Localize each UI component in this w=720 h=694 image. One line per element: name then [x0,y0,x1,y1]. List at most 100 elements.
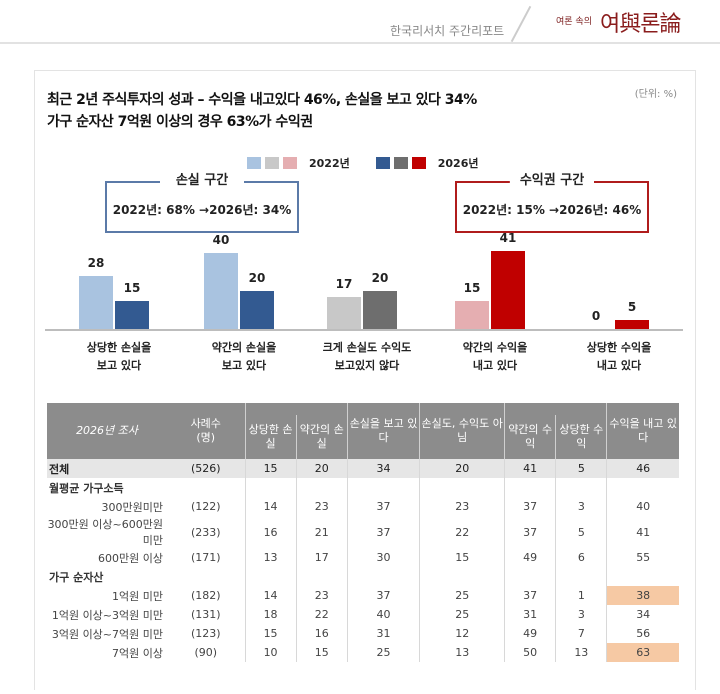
cell-value: 40 [606,497,679,516]
row-label: 1억원 이상~3억원 미만 [51,608,163,622]
category-label: 크게 손실도 수익도 보고있지 않다 [322,341,412,372]
bar-2022 [327,296,361,329]
row-label: 300만원 이상~600만원 미만 [47,518,163,547]
bar-group: 17 20 [327,239,427,329]
category-label: 상당한 수익을 내고 있다 [586,341,652,372]
cell-value [606,567,679,586]
bar-2026 [115,300,149,329]
row-label: 7억원 이상 [112,646,163,660]
row-label: 3억원 이상~7억원 미만 [51,627,163,641]
bar-2022 [79,275,113,329]
report-name: 한국리서치 주간리포트 [390,24,505,38]
cell-value: 16 [244,516,297,548]
col-header-5: 상당한 수익 [555,415,607,459]
cell-value: 15 [244,459,297,478]
cell-value: 46 [606,459,679,478]
legend-swatch-2026-gray [393,157,408,169]
cell-value: 37 [346,497,420,516]
cell-value [555,478,607,497]
cell-value [419,478,505,497]
report-header: 한국리서치 주간리포트 여론 속의 여與론論 [0,0,720,44]
row-count: (131) [190,608,221,621]
bar-value-label: 0 [591,309,601,323]
bar-2026 [240,291,274,329]
row-count: (526) [167,459,245,478]
row-label: 월평균 가구소득 [49,481,124,495]
title-line-2: 가구 순자산 7억원 이상의 경우 63%가 수익권 [47,114,313,130]
table-row: 7억원 이상 (90) 10 15 25 13 50 13 63 [47,643,679,662]
cell-value [504,478,556,497]
cell-value [606,478,679,497]
cell-value [295,567,348,586]
cell-value: 21 [295,516,348,548]
row-label: 가구 순자산 [49,570,104,584]
bar-2022 [455,300,489,329]
chart-legend: 2022년 2026년 [247,155,505,171]
cell-value [244,478,297,497]
cell-value: 3 [555,497,607,516]
cell-value: 40 [346,605,420,624]
cell-value: 37 [346,516,420,548]
table-row: 1억원 미만 (182) 14 23 37 25 37 1 38 [47,586,679,605]
table-row: 3억원 이상~7억원 미만 (123) 15 16 31 12 49 7 56 [47,624,679,643]
category-label: 약간의 수익을 내고 있다 [462,341,528,372]
cell-value: 25 [419,605,505,624]
cell-value: 13 [555,643,607,662]
gain-zone-text: 2022년: 15% →2026년: 46% [462,203,642,217]
bar-2026 [615,319,649,329]
cell-value: 22 [295,605,348,624]
row-count: (171) [190,551,221,564]
bar-value-label: 40 [212,233,230,247]
bar-group: 15 41 [455,231,555,329]
row-count: (123) [190,627,221,640]
legend-swatch-2026-blue [375,157,390,169]
cell-value: 3 [555,605,607,624]
legend-swatch-2022-gray [265,157,279,169]
cell-value: 31 [346,624,420,643]
cell-value [419,567,505,586]
cell-value: 50 [504,643,556,662]
cell-value: 34 [606,605,679,624]
bar-group: 28 15 [79,239,179,329]
cell-value: 25 [419,586,505,605]
chart-baseline [45,329,683,331]
cell-value: 41 [504,459,556,478]
row-count [167,567,245,586]
cell-value: 5 [555,459,607,478]
col-header-1: 약간의 손실 [295,415,348,459]
cell-value: 38 [606,586,679,605]
cell-value: 6 [555,548,607,567]
cell-value: 15 [244,624,297,643]
bar-value-label: 41 [499,231,517,246]
cell-value: 63 [606,643,679,662]
cell-value: 37 [504,586,556,605]
cell-value: 37 [504,516,556,548]
table-row: 300만원 이상~600만원 미만 (233) 16 21 37 22 37 5 41 [47,516,679,548]
cell-value [295,478,348,497]
col-header-4: 약간의 수익 [504,415,556,459]
bar-value-label: 20 [248,271,266,285]
cell-value: 55 [606,548,679,567]
cell-value: 5 [555,516,607,548]
bar-group: 40 20 [204,233,304,329]
cell-value: 37 [504,497,556,516]
cell-value [346,478,420,497]
cell-value: 10 [244,643,297,662]
cell-value: 30 [346,548,420,567]
bar-value-label: 15 [123,280,141,295]
bar-value-label: 20 [371,271,389,285]
gain-zone-title: 수익권 구간 [509,169,595,188]
cell-value: 41 [606,516,679,548]
bar-2026 [491,251,525,329]
cell-value: 49 [504,624,556,643]
col-header-3: 손실도, 수익도 아님 [419,403,505,459]
table-row: 600만원 이상 (171) 13 17 30 15 49 6 55 [47,548,679,567]
cell-value: 18 [244,605,297,624]
bar-value-label: 28 [87,255,105,270]
table-n-header: 사례수 (명) [167,403,245,459]
cell-value: 7 [555,624,607,643]
bar-value-label: 5 [627,299,637,314]
cell-value: 20 [419,459,505,478]
cell-value: 14 [244,586,297,605]
